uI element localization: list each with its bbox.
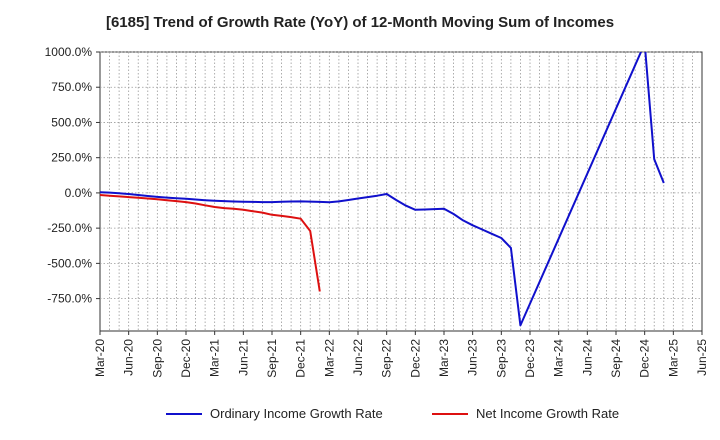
legend: Ordinary Income Growth Rate Net Income Gr… (166, 406, 619, 421)
x-tick-label: Mar-24 (552, 339, 566, 377)
y-tick-label: 1000.0% (45, 45, 93, 59)
plot-area (99, 51, 703, 332)
x-tick-label: Mar-22 (322, 339, 336, 377)
x-tick-label: Jun-21 (236, 339, 250, 376)
axis-layer: 1000.0% 750.0% 500.0% 250.0% 0.0% -250.0% -500… (45, 45, 709, 378)
x-tick-label: Sep-21 (265, 339, 279, 378)
series-line-0 (100, 52, 665, 327)
x-tick-label: Jun-20 (122, 339, 136, 376)
x-tick-label: Dec-23 (523, 339, 537, 378)
x-tick-label: Sep-24 (609, 339, 623, 378)
grid-layer (99, 51, 703, 332)
y-tick-label: 250.0% (51, 151, 92, 165)
y-tick-label: 750.0% (51, 80, 92, 94)
series-line-1 (100, 194, 321, 292)
y-tick-label: -500.0% (47, 256, 92, 270)
series-layer (100, 52, 665, 327)
legend-label-1: Net Income Growth Rate (476, 406, 619, 421)
y-tick-label: -750.0% (47, 292, 92, 306)
y-tick-label: 500.0% (51, 115, 92, 129)
x-tick-label: Dec-22 (408, 339, 422, 378)
x-tick-label: Sep-23 (494, 339, 508, 378)
x-tick-label: Dec-24 (638, 339, 652, 378)
chart-title: [6185] Trend of Growth Rate (YoY) of 12-… (105, 14, 615, 31)
x-tick-label: Dec-21 (294, 339, 308, 378)
x-tick-label: Mar-21 (208, 339, 222, 377)
x-tick-label: Sep-20 (150, 339, 164, 378)
legend-label-0: Ordinary Income Growth Rate (210, 406, 383, 421)
x-tick-label: Jun-25 (695, 339, 709, 376)
x-tick-label: Jun-23 (466, 339, 480, 376)
y-tick-label: 0.0% (65, 186, 93, 200)
x-tick-label: Dec-20 (179, 339, 193, 378)
y-tick-label: -250.0% (47, 221, 92, 235)
x-tick-label: Jun-24 (580, 339, 594, 376)
x-tick-label: Jun-22 (351, 339, 365, 376)
x-tick-label: Mar-23 (437, 339, 451, 377)
x-tick-label: Mar-20 (93, 339, 107, 377)
x-tick-label: Sep-22 (380, 339, 394, 378)
x-tick-label: Mar-25 (666, 339, 680, 377)
